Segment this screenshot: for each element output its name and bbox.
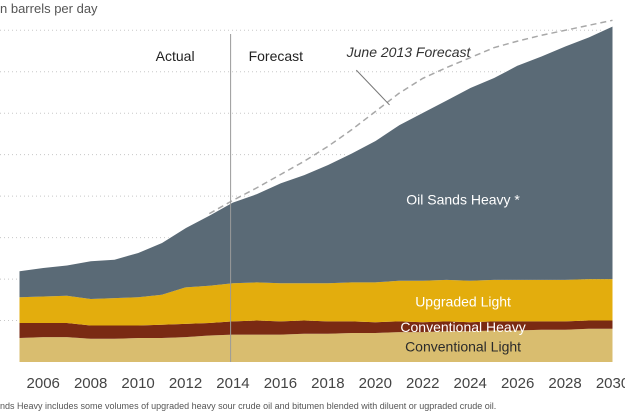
x-tick-label: 2010	[121, 375, 154, 392]
x-tick-label: 2016	[264, 375, 297, 392]
label-upgraded-light: Upgraded Light	[415, 293, 511, 309]
x-tick-label: 2028	[548, 375, 581, 392]
x-tick-label: 2020	[359, 375, 392, 392]
x-tick-label: 2030	[596, 375, 625, 392]
area-conventional-heavy	[19, 320, 613, 339]
x-axis-ticks: 2006 2008 2010 2012 2014 2016 2018 2020 2022 2024…	[27, 375, 625, 392]
x-tick-label: 2008	[74, 375, 107, 392]
label-conventional-heavy: Conventional Heavy	[400, 319, 525, 335]
actual-label: Actual	[156, 48, 195, 64]
forecast-label: Forecast	[249, 48, 304, 64]
forecast-label-pointer	[355, 69, 390, 106]
x-tick-label: 2018	[311, 375, 344, 392]
area-top-edge	[19, 25, 613, 272]
label-conventional-light: Conventional Light	[405, 339, 521, 355]
x-tick-label: 2024	[453, 375, 486, 392]
area-upgraded-light	[19, 279, 613, 326]
june-2013-forecast-label: June 2013 Forecast	[346, 44, 472, 60]
x-tick-label: 2014	[216, 375, 249, 392]
x-tick-label: 2026	[501, 375, 534, 392]
label-oil-sands-heavy: Oil Sands Heavy *	[406, 192, 520, 208]
x-tick-label: 2006	[27, 375, 60, 392]
stacked-areas	[19, 25, 613, 362]
june-2013-forecast-line	[208, 19, 613, 215]
area-conventional-light	[19, 328, 613, 362]
x-tick-label: 2022	[406, 375, 439, 392]
area-oil-sands-heavy	[19, 26, 613, 299]
footnote: nds Heavy includes some volumes of upgra…	[0, 401, 496, 411]
y-axis-unit-label: n barrels per day	[0, 1, 98, 16]
series-labels: Conventional Light Conventional Heavy Upgr…	[400, 192, 525, 355]
forecast-overlay: June 2013 Forecast	[208, 19, 613, 215]
x-tick-label: 2012	[169, 375, 202, 392]
